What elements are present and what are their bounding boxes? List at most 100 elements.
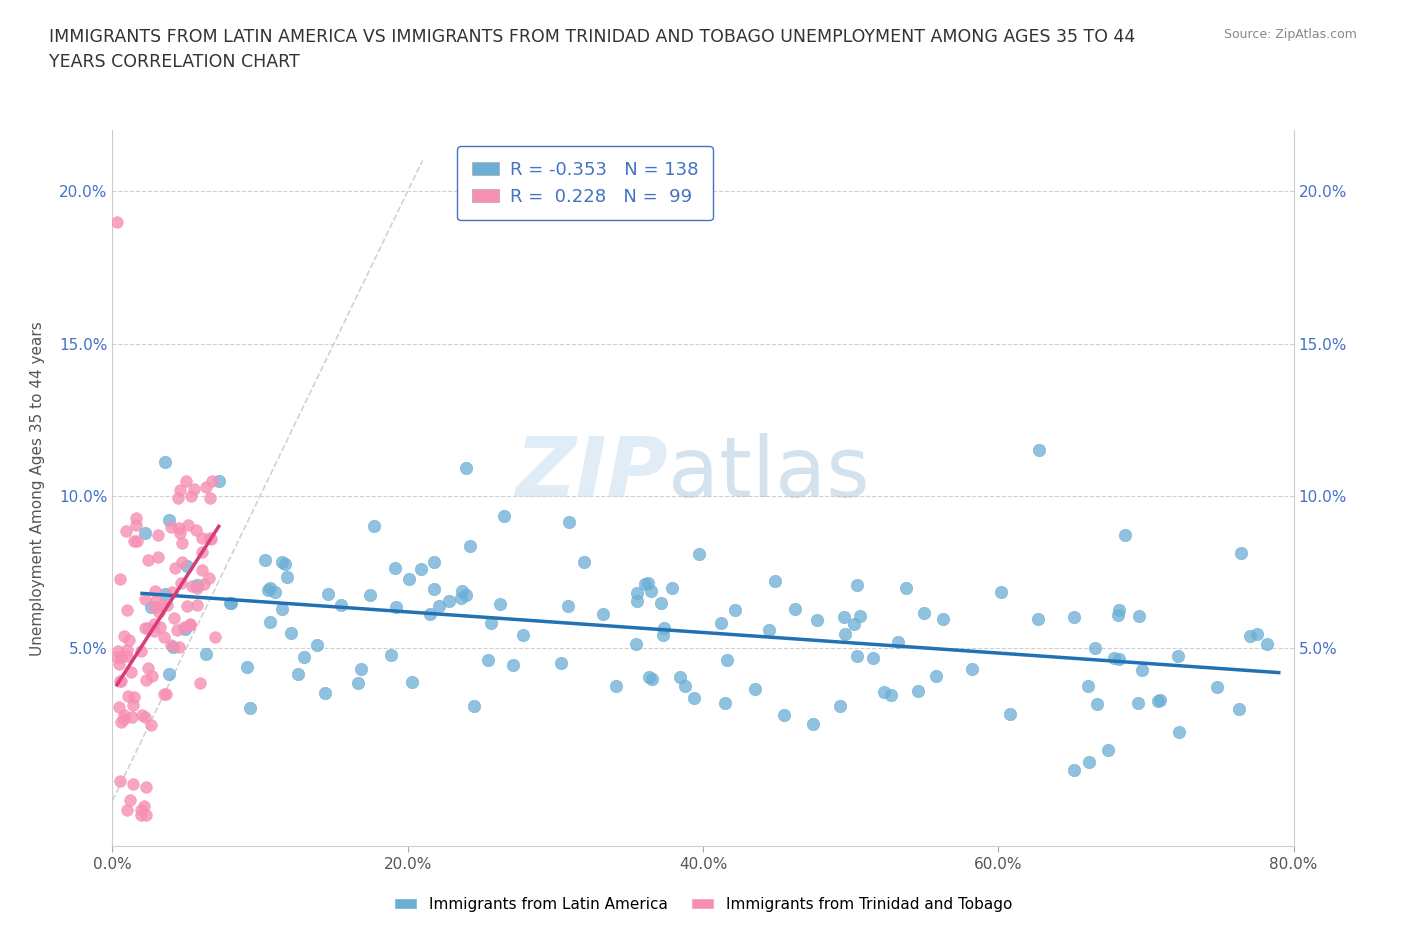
Point	[1108, 652, 1130, 667]
Point	[156, 598, 179, 613]
Point	[688, 546, 710, 561]
Point	[132, 799, 155, 814]
Legend: Immigrants from Latin America, Immigrants from Trinidad and Tobago: Immigrants from Latin America, Immigrant…	[388, 891, 1018, 918]
Point	[828, 698, 851, 713]
Point	[409, 562, 432, 577]
Point	[186, 580, 208, 595]
Point	[198, 570, 221, 585]
Point	[239, 700, 262, 715]
Point	[129, 803, 152, 817]
Point	[143, 617, 166, 631]
Point	[316, 586, 339, 601]
Point	[450, 591, 472, 605]
Point	[398, 572, 420, 587]
Point	[259, 580, 281, 595]
Point	[105, 214, 128, 229]
Point	[117, 803, 139, 817]
Point	[117, 688, 139, 703]
Point	[122, 777, 145, 791]
Point	[463, 698, 485, 713]
Point	[1102, 651, 1125, 666]
Point	[143, 600, 166, 615]
Point	[492, 509, 515, 524]
Point	[380, 648, 402, 663]
Point	[208, 473, 231, 488]
Point	[359, 587, 381, 602]
Point	[135, 672, 157, 687]
Point	[363, 519, 385, 534]
Point	[849, 608, 872, 623]
Point	[131, 807, 153, 822]
Text: Source: ZipAtlas.com: Source: ZipAtlas.com	[1223, 28, 1357, 41]
Point	[661, 581, 683, 596]
Point	[772, 707, 794, 722]
Point	[125, 511, 148, 525]
Point	[925, 669, 948, 684]
Point	[139, 718, 162, 733]
Text: ZIP: ZIP	[515, 433, 668, 514]
Point	[605, 679, 627, 694]
Point	[148, 604, 170, 619]
Point	[456, 461, 478, 476]
Point	[190, 676, 212, 691]
Point	[157, 512, 180, 527]
Point	[153, 586, 176, 601]
Point	[960, 662, 983, 677]
Point	[1147, 694, 1170, 709]
Point	[145, 593, 167, 608]
Point	[716, 652, 738, 667]
Point	[195, 479, 218, 494]
Point	[183, 481, 205, 496]
Point	[150, 597, 173, 612]
Point	[134, 591, 156, 606]
Point	[401, 674, 423, 689]
Point	[193, 577, 215, 591]
Point	[180, 488, 202, 503]
Point	[160, 520, 183, 535]
Point	[163, 560, 186, 575]
Point	[714, 696, 737, 711]
Point	[314, 685, 336, 700]
Point	[167, 640, 190, 655]
Point	[1085, 697, 1108, 711]
Point	[162, 640, 184, 655]
Point	[201, 473, 224, 488]
Point	[169, 525, 191, 540]
Point	[1077, 678, 1099, 693]
Point	[330, 598, 353, 613]
Point	[121, 664, 143, 679]
Point	[169, 483, 191, 498]
Point	[186, 597, 208, 612]
Point	[423, 555, 446, 570]
Point	[259, 615, 281, 630]
Point	[117, 632, 139, 647]
Point	[112, 708, 135, 723]
Point	[186, 523, 208, 538]
Point	[427, 598, 450, 613]
Point	[141, 669, 163, 684]
Point	[1126, 696, 1149, 711]
Point	[758, 622, 780, 637]
Point	[115, 603, 138, 618]
Point	[637, 576, 659, 591]
Point	[274, 556, 297, 571]
Point	[873, 684, 896, 699]
Point	[669, 670, 692, 684]
Point	[1149, 693, 1171, 708]
Point	[179, 618, 201, 632]
Text: atlas: atlas	[668, 433, 869, 514]
Point	[107, 644, 129, 658]
Point	[163, 611, 186, 626]
Point	[458, 538, 481, 553]
Legend: R = -0.353   N = 138, R =  0.228   N =  99: R = -0.353 N = 138, R = 0.228 N = 99	[457, 146, 713, 220]
Point	[1078, 755, 1101, 770]
Point	[806, 613, 828, 628]
Point	[135, 780, 157, 795]
Point	[384, 561, 406, 576]
Point	[176, 598, 198, 613]
Point	[166, 622, 188, 637]
Point	[488, 596, 510, 611]
Point	[136, 621, 159, 636]
Point	[641, 671, 664, 686]
Point	[1063, 763, 1085, 777]
